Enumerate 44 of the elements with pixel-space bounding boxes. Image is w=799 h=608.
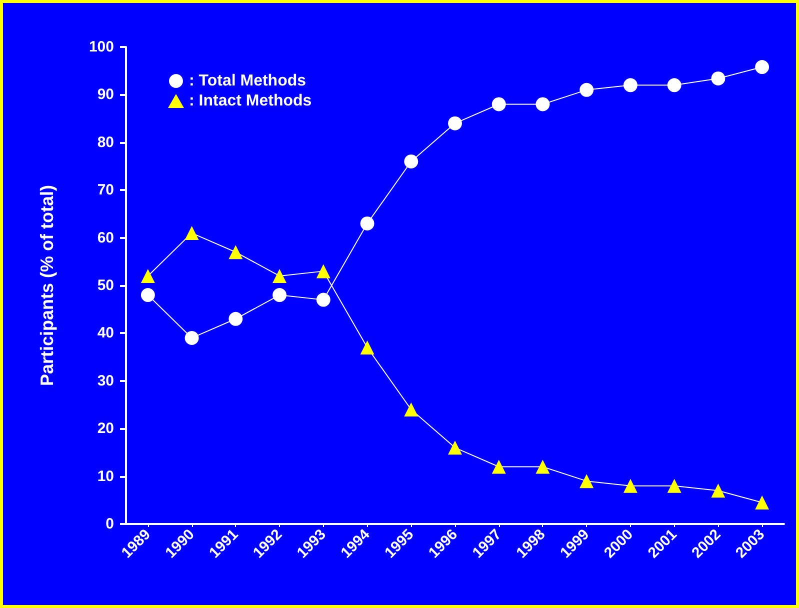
point: [316, 264, 330, 278]
legend-label: : Intact Methods: [189, 92, 312, 110]
point: [536, 97, 550, 112]
point: [404, 154, 418, 168]
point: [184, 330, 199, 345]
point: [755, 496, 770, 510]
point: [448, 440, 462, 455]
point: [492, 460, 506, 474]
point: [228, 312, 243, 326]
point: [755, 60, 770, 74]
point: [580, 82, 594, 97]
y-tick-label: 90: [97, 86, 114, 104]
y-tick-label: 20: [97, 420, 114, 438]
point: [140, 268, 155, 283]
y-tick-label: 70: [97, 182, 114, 199]
y-tick-label: 0: [106, 516, 114, 532]
point: [228, 245, 243, 260]
point: [184, 226, 199, 240]
y-tick-label: 30: [97, 372, 114, 390]
point: [316, 292, 330, 307]
y-tick-label: 80: [97, 134, 114, 151]
point: [711, 484, 726, 498]
point: [536, 460, 550, 474]
point: [272, 288, 287, 302]
point: [623, 78, 638, 92]
y-tick-label: 40: [97, 324, 114, 342]
point: [667, 78, 682, 92]
point: [623, 478, 638, 493]
point: [404, 402, 418, 417]
y-tick-label: 60: [97, 229, 114, 246]
point: [140, 288, 155, 302]
point: [360, 216, 374, 230]
point: [580, 474, 594, 488]
y-tick-label: 10: [97, 468, 114, 485]
legend-label: : Total Methods: [189, 72, 306, 90]
point: [667, 478, 682, 493]
point: [272, 268, 287, 283]
y-tick-label: 50: [97, 277, 114, 294]
point: [711, 71, 726, 86]
y-axis-title: Participants (% of total): [37, 184, 57, 386]
point: [360, 340, 374, 355]
y-tick-label: 100: [88, 38, 114, 56]
point: [492, 97, 506, 112]
point: [448, 116, 462, 130]
